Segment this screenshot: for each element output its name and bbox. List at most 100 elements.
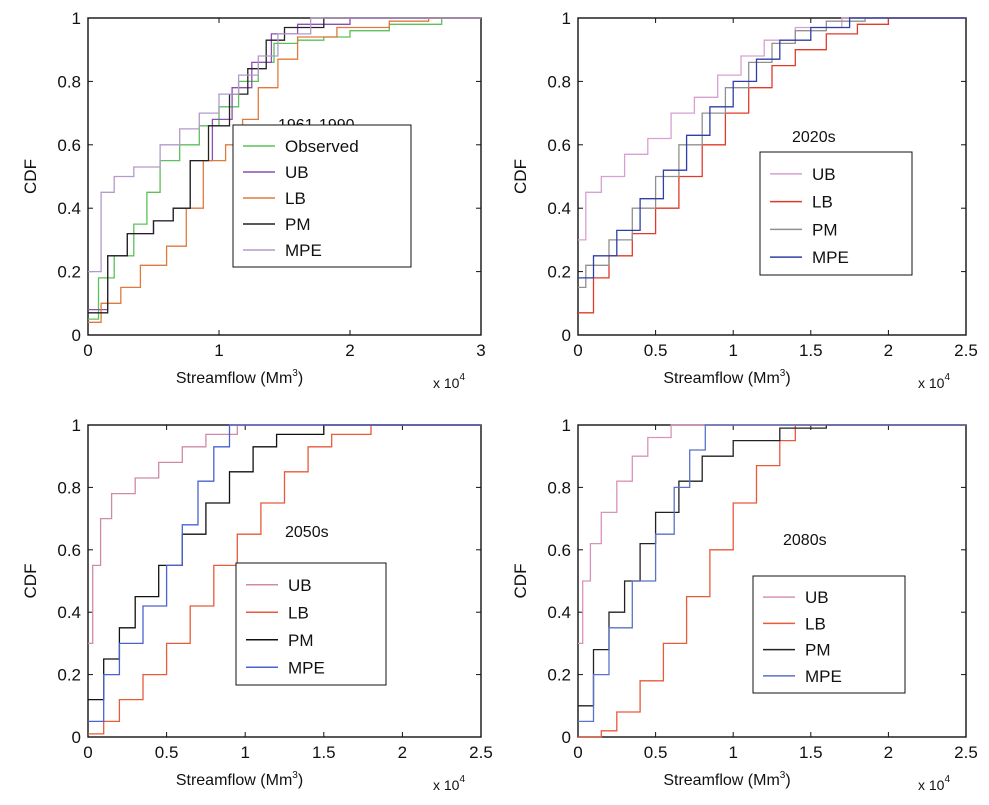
x-axis-multiplier: x 104 [433, 774, 465, 793]
x-axis-multiplier-exponent: 4 [459, 774, 465, 785]
x-axis-multiplier-base: x 10 [433, 777, 460, 793]
legend-box [235, 562, 387, 686]
y-tick-label: 1 [72, 9, 81, 28]
legend-label: MPE [288, 658, 325, 677]
x-axis-label-base: Streamflow (Mm [663, 370, 779, 387]
x-tick-label: 1 [728, 341, 737, 360]
legend-label: PM [288, 631, 314, 650]
legend-label: MPE [805, 667, 842, 686]
y-tick-label: 0 [72, 728, 81, 747]
series-line-lb [578, 424, 966, 738]
y-tick-label: 0.2 [547, 666, 571, 685]
y-axis-label: CDF [21, 159, 40, 194]
legend-box [752, 575, 906, 694]
y-tick-label: 0.4 [547, 603, 571, 622]
x-axis-label: Streamflow (Mm3) [176, 368, 303, 387]
x-tick-label: 1 [728, 743, 737, 762]
x-axis-label-exponent: 3 [292, 368, 298, 379]
x-axis-multiplier-exponent: 4 [944, 372, 950, 383]
legend-label: UB [285, 163, 309, 182]
series-line-mpe [578, 17, 966, 279]
legend-label: UB [805, 588, 829, 607]
x-axis-label-base: Streamflow (Mm [176, 772, 292, 789]
y-tick-label: 0 [72, 326, 81, 345]
x-tick-label: 0 [83, 743, 92, 762]
legend-label: LB [812, 193, 833, 212]
legend-label: MPE [812, 248, 849, 267]
legend-box [232, 124, 412, 268]
x-axis-label-base: Streamflow (Mm [663, 772, 779, 789]
x-axis-label: Streamflow (Mm3) [663, 368, 790, 387]
legend-label: LB [805, 614, 826, 633]
y-tick-label: 0.4 [57, 603, 81, 622]
legend: UB LB PM MPE [235, 562, 387, 686]
series-line-observed [88, 17, 481, 320]
legend-label: UB [288, 576, 312, 595]
plot-frame [87, 17, 482, 336]
y-tick-label: 0.8 [547, 72, 571, 91]
x-axis-label-end: ) [298, 772, 303, 789]
x-axis-multiplier-exponent: 4 [944, 774, 950, 785]
legend: UB LB PM MPE [759, 151, 913, 276]
x-axis-label-exponent: 3 [292, 770, 298, 781]
legend-label: MPE [285, 241, 322, 260]
legend-label: UB [812, 165, 836, 184]
x-tick-label: 2 [398, 743, 407, 762]
y-tick-label: 0.6 [57, 136, 81, 155]
x-tick-label: 2.5 [469, 743, 493, 762]
legend-label: Observed [285, 137, 359, 156]
y-tick-label: 0.2 [57, 666, 81, 685]
y-tick-label: 0.4 [547, 199, 571, 218]
x-tick-label: 2.5 [954, 341, 978, 360]
x-axis-multiplier: x 104 [433, 372, 465, 391]
series-line-lb [88, 424, 481, 735]
x-tick-label: 2 [884, 743, 893, 762]
x-tick-label: 0 [573, 743, 582, 762]
chart-panel-3: 0 0.5 1 1.5 2 2.5 0 0.2 0.4 0.6 0.8 1 2050s UB LB PM MPE… [21, 416, 493, 793]
x-tick-label: 1 [214, 341, 223, 360]
period-annotation: 2080s [783, 532, 827, 549]
x-tick-label: 1.5 [312, 743, 336, 762]
x-axis-label: Streamflow (Mm3) [663, 770, 790, 789]
y-tick-label: 0.6 [547, 541, 571, 560]
y-axis-label: CDF [21, 564, 40, 599]
period-annotation: 2020s [792, 129, 836, 146]
chart-panel-1: 012300.20.40.60.811961-1990ObservedUBLBP… [21, 9, 486, 391]
x-axis-multiplier: x 104 [918, 372, 950, 391]
series-line-pm [88, 17, 481, 314]
legend-box [759, 151, 913, 276]
chart-panel-2: 0 0.5 1 1.5 2 2.5 0 0.2 0.4 0.6 0.8 1 2020s UB LB PM MPE… [511, 9, 978, 391]
y-axis-label: CDF [511, 564, 530, 599]
x-tick-label: 1.5 [799, 743, 823, 762]
y-tick-label: 1 [72, 416, 81, 435]
x-tick-label: 1 [240, 743, 249, 762]
y-tick-label: 0.6 [547, 136, 571, 155]
y-tick-label: 0.8 [547, 478, 571, 497]
series-line-lb [578, 17, 966, 314]
series-line-ub [578, 424, 966, 645]
y-tick-label: 0.8 [57, 478, 81, 497]
x-tick-label: 2 [345, 341, 354, 360]
x-tick-label: 0 [83, 341, 92, 360]
y-tick-label: 0.6 [57, 541, 81, 560]
legend-label: PM [812, 220, 838, 239]
legend-label: LB [288, 603, 309, 622]
plot-frame [577, 17, 967, 336]
x-tick-label: 0.5 [644, 341, 668, 360]
x-axis-multiplier-exponent: 4 [459, 372, 465, 383]
series-line-mpe [88, 17, 481, 273]
x-tick-label: 1.5 [799, 341, 823, 360]
legend-label: PM [805, 641, 831, 660]
x-axis-label-end: ) [785, 772, 790, 789]
x-axis-label-end: ) [785, 370, 790, 387]
y-tick-label: 0.2 [547, 263, 571, 282]
x-axis-multiplier-base: x 10 [433, 375, 460, 391]
x-axis-label-exponent: 3 [780, 770, 786, 781]
x-axis-label-base: Streamflow (Mm [176, 370, 292, 387]
y-tick-label: 1 [562, 9, 571, 28]
x-axis-label-end: ) [298, 370, 303, 387]
x-tick-label: 0 [573, 341, 582, 360]
series-line-ub [88, 424, 481, 645]
y-tick-label: 0 [562, 326, 571, 345]
